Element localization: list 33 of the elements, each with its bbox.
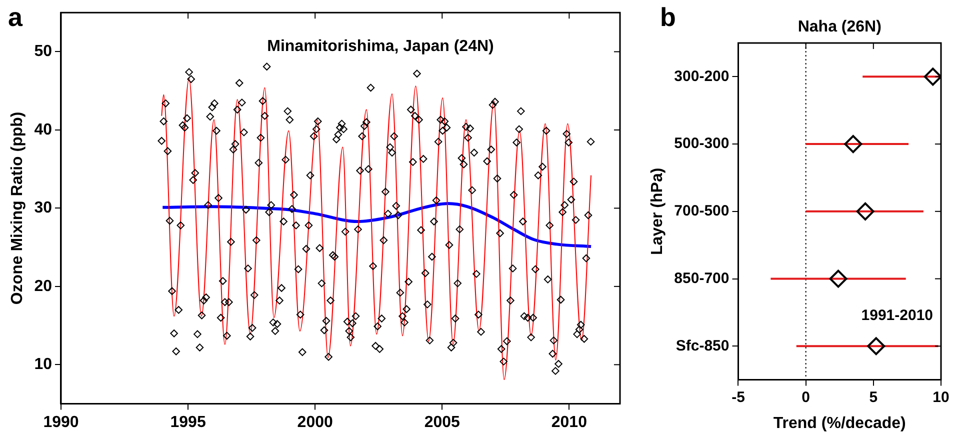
x-tick-label: 2010 (551, 414, 588, 431)
x-tick-label: 2005 (424, 414, 460, 431)
x-tick-label: 5 (869, 388, 878, 406)
y-tick-label: Sfc-850 (676, 337, 730, 354)
y-tick-label: 10 (34, 356, 52, 374)
x-tick-label: -5 (732, 388, 745, 406)
text: Minamitorishima, Japan (24N) (267, 38, 494, 56)
point (856, 202, 874, 220)
x-axis-title: Trend (%/decade) (773, 414, 906, 432)
x-tick-label: 0 (802, 388, 810, 406)
x-tick-label: 10 (932, 388, 950, 406)
y-tick-label: 30 (34, 200, 52, 217)
y-tick-label: 700-500 (674, 202, 730, 220)
chart-title: Naha (26N) (798, 18, 882, 36)
x-tick-label: 1990 (43, 414, 79, 431)
point (829, 270, 848, 288)
y-axis-title: Layer (hPa) (649, 168, 666, 255)
point (867, 337, 886, 356)
x-tick-label: 1995 (170, 414, 206, 431)
x-tick-label: 2000 (297, 414, 333, 431)
y-tick-label: 500-300 (674, 135, 730, 152)
point (924, 68, 941, 86)
point (844, 135, 862, 154)
y-tick-label: 40 (34, 121, 52, 138)
y-tick-label: 20 (34, 278, 52, 295)
text: a (8, 2, 22, 33)
y-axis-title: Ozone Mixing Ratio (ppb) (9, 112, 26, 305)
y-tick-label: 50 (34, 43, 52, 60)
y-tick-label: 300-200 (674, 68, 730, 85)
annotation: 1991-2010 (861, 306, 933, 324)
line-series (161, 202, 593, 248)
y-tick-label: 850-700 (674, 270, 730, 287)
text: b (660, 2, 676, 33)
